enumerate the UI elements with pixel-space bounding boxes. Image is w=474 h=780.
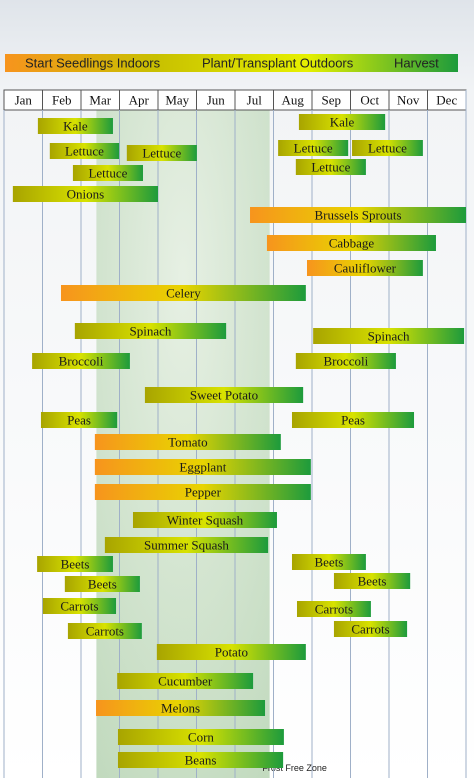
- month-label: Jun: [207, 93, 226, 108]
- task-label: Carrots: [351, 622, 389, 637]
- task-label: Kale: [330, 115, 355, 130]
- task-label: Broccoli: [59, 354, 104, 369]
- month-label: Jul: [247, 93, 263, 108]
- task-bar: [60, 285, 306, 301]
- task-bar: [96, 700, 266, 716]
- month-label: Oct: [360, 93, 379, 108]
- task-bar: [32, 353, 130, 369]
- month-label: Dec: [436, 93, 457, 108]
- task-label: Lettuce: [88, 166, 127, 181]
- task-bar: [295, 353, 396, 369]
- task-label: Melons: [161, 701, 200, 716]
- task-label: Lettuce: [311, 160, 350, 175]
- task-bar: [94, 459, 311, 475]
- task-bar: [117, 752, 284, 768]
- task-bar: [266, 235, 436, 251]
- task-label: Onions: [67, 187, 105, 202]
- task-bar: [352, 140, 423, 156]
- task-bar: [117, 729, 284, 745]
- task-bar: [37, 118, 113, 134]
- task-bar: [306, 260, 423, 276]
- task-bar: [333, 573, 411, 589]
- frost-free-label: Frost Free Zone: [262, 763, 327, 773]
- task-label: Eggplant: [179, 460, 226, 475]
- task-label: Celery: [166, 286, 201, 301]
- month-label: May: [165, 93, 189, 108]
- task-label: Lettuce: [294, 141, 333, 156]
- task-label: Beets: [88, 577, 117, 592]
- task-label: Spinach: [130, 324, 172, 339]
- legend-label: Plant/Transplant Outdoors: [202, 56, 354, 71]
- task-bar: [132, 512, 277, 528]
- month-label: Apr: [129, 93, 150, 108]
- task-bar: [291, 554, 366, 570]
- task-label: Spinach: [368, 329, 410, 344]
- task-bar: [333, 621, 408, 637]
- task-label: Potato: [215, 645, 248, 660]
- task-label: Cucumber: [158, 674, 213, 689]
- task-label: Broccoli: [323, 354, 368, 369]
- task-label: Winter Squash: [167, 513, 244, 528]
- task-bar: [49, 143, 120, 159]
- task-label: Lettuce: [368, 141, 407, 156]
- task-bar: [278, 140, 349, 156]
- task-label: Peas: [67, 413, 91, 428]
- legend-label: Start Seedlings Indoors: [25, 56, 161, 71]
- task-label: Sweet Potato: [190, 388, 258, 403]
- task-label: Summer Squash: [144, 538, 229, 553]
- task-bar: [67, 623, 142, 639]
- task-bar: [40, 412, 118, 428]
- task-bar: [94, 434, 281, 450]
- task-bar: [126, 145, 197, 161]
- task-bar: [117, 673, 254, 689]
- task-label: Lettuce: [142, 146, 181, 161]
- task-bar: [94, 484, 311, 500]
- task-bar: [313, 328, 465, 344]
- task-label: Beets: [61, 557, 90, 572]
- task-label: Pepper: [185, 485, 222, 500]
- task-label: Cabbage: [329, 236, 375, 251]
- task-bar: [295, 159, 366, 175]
- task-label: Beans: [185, 753, 217, 768]
- task-bar: [74, 323, 227, 339]
- legend-bar: [5, 54, 458, 72]
- task-bar: [12, 186, 159, 202]
- task-label: Carrots: [60, 599, 98, 614]
- task-label: Beets: [314, 555, 343, 570]
- task-bar: [296, 601, 371, 617]
- task-label: Carrots: [86, 624, 124, 639]
- task-bar: [156, 644, 306, 660]
- month-label: Mar: [89, 93, 111, 108]
- task-label: Corn: [188, 730, 215, 745]
- task-bar: [250, 207, 466, 223]
- task-label: Tomato: [168, 435, 208, 450]
- task-bar: [291, 412, 415, 428]
- task-bar: [37, 556, 113, 572]
- task-label: Peas: [341, 413, 365, 428]
- task-label: Carrots: [315, 602, 353, 617]
- task-bar: [144, 387, 304, 403]
- task-bar: [72, 165, 143, 181]
- task-label: Lettuce: [65, 144, 104, 159]
- task-bar: [42, 598, 117, 614]
- task-bar: [298, 114, 386, 130]
- task-label: Brussels Sprouts: [314, 208, 401, 223]
- month-label: Nov: [397, 93, 420, 108]
- legend-label: Harvest: [394, 56, 439, 71]
- month-label: Sep: [322, 93, 342, 108]
- task-label: Beets: [358, 574, 387, 589]
- month-label: Aug: [282, 93, 305, 108]
- task-label: Kale: [63, 119, 88, 134]
- task-label: Cauliflower: [334, 261, 397, 276]
- month-label: Feb: [52, 93, 72, 108]
- month-label: Jan: [15, 93, 33, 108]
- task-bar: [64, 576, 140, 592]
- task-bar: [104, 537, 269, 553]
